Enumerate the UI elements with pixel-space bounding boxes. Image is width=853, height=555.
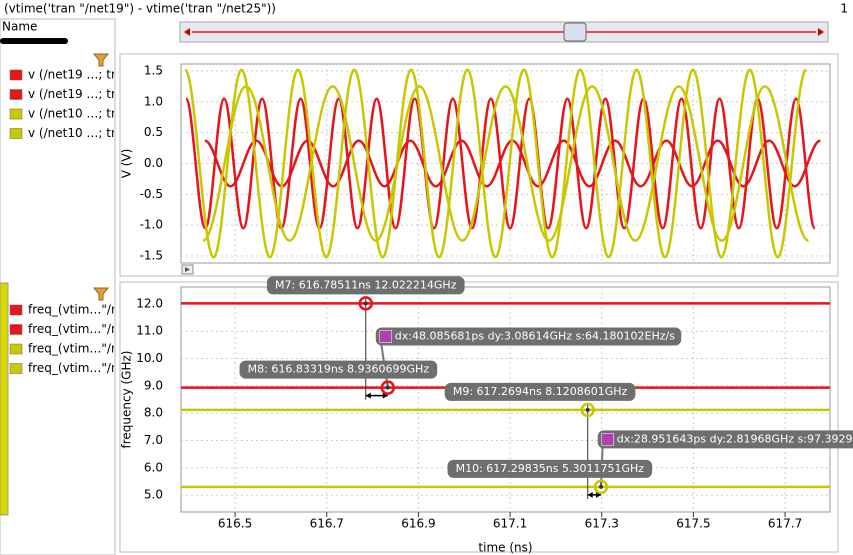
selection-strip [0,282,9,516]
bottom-panel [119,281,839,553]
legend-label: v (/net19 …; tra [28,87,123,101]
y-tick-label: -1.5 [140,249,163,263]
y-axis-label: frequency (GHz) [120,351,134,449]
marker-dot [385,385,390,390]
marker-text: M10: 617.29835ns 5.3011751GHz [456,462,645,475]
legend-label: v (/net10 …; tra [28,126,123,140]
legend-label: v (/net19 …; tra [28,68,123,82]
marker [358,296,374,311]
legend-label: v (/net10 …; tra [28,107,123,121]
legend-swatch [9,128,23,139]
delta-arrows [365,392,388,399]
marker [380,380,396,395]
marker-dot [363,301,368,306]
y-tick-label: 10.0 [136,351,163,365]
y-tick-label: 6.0 [144,460,163,474]
y-tick-label: 7.0 [144,433,163,447]
marker-label: M9: 617.2694ns 8.1208601GHz [444,382,636,401]
y-tick-label: 5.0 [144,488,163,502]
y-tick-label: -0.5 [140,187,163,201]
y-tick-label: 11.0 [136,324,163,338]
filter-icon[interactable] [92,287,110,301]
marker-label: M8: 616.83319ns 8.9360699GHz [239,360,438,379]
x-tick-label: 617.5 [676,517,710,531]
x-tick-label: 616.9 [401,517,435,531]
x-tick-label: 617.7 [768,517,802,531]
delta-text: dx:48.085681ps dy:3.08614GHz s:64.180102… [395,329,675,342]
header-bar [0,38,68,44]
marker-label: M10: 617.29835ns 5.3011751GHz [447,459,653,478]
y-tick-label: 1.5 [144,63,163,77]
y-tick-label: -1.0 [140,218,163,232]
marker-box [239,360,438,379]
legend-label: freq_(vtim…"/n [28,303,119,317]
legend-swatch [9,108,23,120]
plot-area [181,302,830,489]
legend-swatch [9,343,23,355]
y-tick-label: 0.0 [144,156,163,170]
legend-swatch [9,304,23,316]
x-tick-label: 617.3 [585,517,619,531]
name-header: Name [2,20,37,34]
marker [580,402,595,418]
delta-box [375,327,682,346]
marker-box [447,459,653,478]
marker-box [266,276,465,295]
marker-dot [585,407,590,412]
x-tick-label: 617.1 [493,517,527,531]
expand-icon [185,267,190,272]
x-tick-label: 616.5 [218,517,252,531]
delta-text: dx:28.951643ps dy:2.81968GHz s:97.392919… [617,432,853,445]
legend-swatch [9,363,23,374]
marker-text: M8: 616.83319ns 8.9360699GHz [248,363,430,376]
legend-label: freq_(vtim…"/n [28,361,119,375]
y-tick-label: 1.0 [144,94,163,108]
legend-swatch [9,324,23,335]
waveform [183,68,808,259]
delta-icon [379,330,393,343]
x-axis-label: time (ns) [478,541,532,555]
scroll-thumb[interactable] [563,22,587,42]
corner-label: 1 [840,2,848,16]
delta-label: dx:48.085681ps dy:3.08614GHz s:64.180102… [375,327,682,346]
filter-icon[interactable] [92,53,110,67]
marker-text: M9: 617.2694ns 8.1208601GHz [453,385,628,398]
marker [593,479,609,495]
legend-label: freq_(vtim…"/n [28,342,119,356]
legend-swatch [9,89,23,100]
y-axis-label: V (V) [120,149,134,179]
marker-box [444,382,636,401]
window-title: (vtime('tran "/net19") - vtime('tran "/n… [4,2,276,16]
plot-frame [180,286,831,513]
marker-label: M7: 616.78511ns 12.022214GHz [266,276,465,295]
x-tick-label: 616.7 [310,517,344,531]
delta-box [597,430,853,449]
y-tick-label: 0.5 [144,125,163,139]
delta-label: dx:28.951643ps dy:2.81968GHz s:97.392919… [597,430,853,449]
waveform [202,85,810,242]
marker-text: M7: 616.78511ns 12.022214GHz [275,278,457,291]
y-tick-label: 9.0 [144,378,163,392]
delta-icon [601,433,614,446]
marker-dot [598,484,603,489]
chart: 12.0 11.0 10.0 9.0 8.0 7.0 6.0 5.0 616.5 616.7 616… [120,276,853,555]
left-panel [0,18,116,555]
delta-arrows [587,491,601,498]
legend-swatch [9,69,23,81]
legend-label: freq_(vtim…"/n [28,322,119,336]
y-tick-label: 8.0 [144,406,163,420]
y-tick-label: 12.0 [136,296,163,310]
chart: 1.5 1.0 0.5 0.0 -0.5 -1.0 -1.5 V (V) [120,63,830,263]
plot-area [183,68,821,259]
